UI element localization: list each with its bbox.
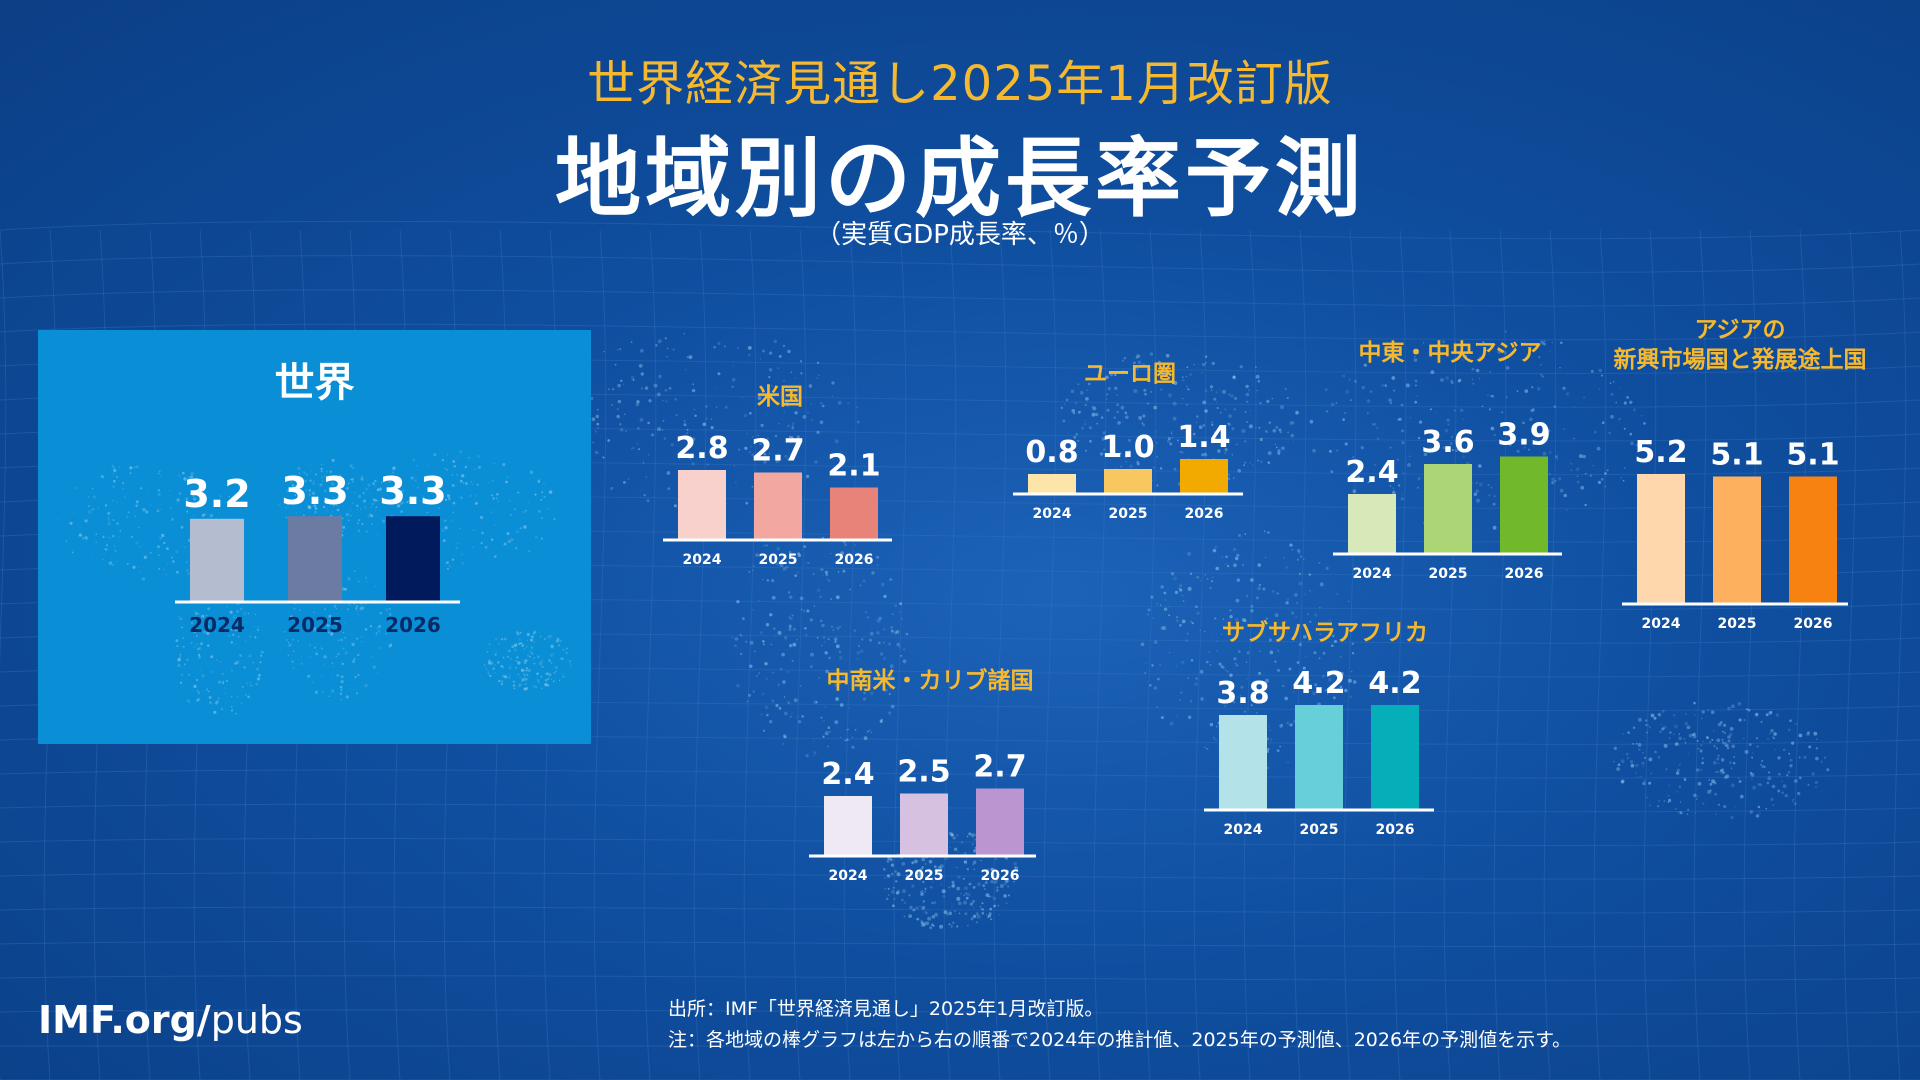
bar-asia-2024	[1637, 474, 1685, 604]
tick-label-us-2026: 2026	[835, 552, 874, 568]
data-label-us-2024: 2.8	[675, 431, 728, 466]
data-label-us-2026: 2.1	[827, 449, 880, 484]
data-label-world-2025: 3.3	[281, 469, 348, 513]
data-label-mecca-2024: 2.4	[1345, 455, 1398, 490]
footnote: 注：各地域の棒グラフは左から右の順番で2024年の推計値、2025年の予測値、2…	[668, 1029, 1572, 1051]
chart-title-ssa: サブサハラアフリカ	[1222, 619, 1428, 646]
chart-title-latam: 中南米・カリブ諸国	[827, 667, 1034, 694]
data-label-mecca-2025: 3.6	[1421, 425, 1474, 460]
chart-asia: アジアの新興市場国と発展途上国 5.2 2024 5.1 2025 5.1 2026	[1614, 317, 1867, 632]
chart-us: 米国 2.8 2024 2.7 2025 2.1 2026	[663, 384, 892, 568]
data-label-world-2024: 3.2	[183, 472, 250, 516]
tick-label-world-2026: 2026	[385, 613, 441, 637]
data-label-latam-2025: 2.5	[897, 755, 950, 790]
bar-mecca-2025	[1424, 464, 1472, 554]
chart-title-asia: アジアの新興市場国と発展途上国	[1614, 317, 1867, 373]
bar-mecca-2026	[1500, 456, 1548, 554]
bar-latam-2024	[824, 796, 872, 856]
data-label-us-2025: 2.7	[751, 434, 804, 469]
data-label-euro-2024: 0.8	[1025, 435, 1078, 470]
footer-notes: 出所：IMF「世界経済見通し」2025年1月改訂版。 注：各地域の棒グラフは左か…	[668, 994, 1571, 1056]
data-label-asia-2026: 5.1	[1786, 438, 1839, 473]
bar-us-2026	[830, 487, 878, 540]
bar-euro-2024	[1028, 474, 1076, 494]
header-supertitle: 世界経済見通し2025年1月改訂版	[587, 56, 1333, 112]
tick-label-world-2025: 2025	[287, 613, 343, 637]
data-label-world-2026: 3.3	[379, 469, 446, 513]
chart-title-us: 米国	[757, 384, 803, 410]
tick-label-ssa-2024: 2024	[1224, 822, 1263, 838]
source-note: 出所：IMF「世界経済見通し」2025年1月改訂版。	[668, 998, 1104, 1020]
tick-label-euro-2024: 2024	[1033, 506, 1072, 522]
data-label-ssa-2026: 4.2	[1368, 666, 1421, 701]
bar-ssa-2026	[1371, 705, 1419, 810]
tick-label-ssa-2026: 2026	[1376, 822, 1415, 838]
bar-euro-2025	[1104, 469, 1152, 494]
bar-us-2025	[754, 472, 802, 540]
brand-domain: IMF.org/	[38, 998, 211, 1042]
data-label-euro-2026: 1.4	[1177, 420, 1230, 455]
tick-label-latam-2025: 2025	[905, 868, 944, 884]
tick-label-euro-2025: 2025	[1109, 506, 1148, 522]
header-subtitle: （実質GDP成長率、％）	[815, 220, 1105, 250]
tick-label-us-2024: 2024	[683, 552, 722, 568]
chart-title-world: 世界	[274, 360, 355, 406]
tick-label-mecca-2025: 2025	[1429, 566, 1468, 582]
chart-ssa: サブサハラアフリカ 3.8 2024 4.2 2025 4.2 2026	[1204, 619, 1434, 838]
tick-label-euro-2026: 2026	[1185, 506, 1224, 522]
chart-mecca: 中東・中央アジア 2.4 2024 3.6 2025 3.9 2026	[1333, 340, 1562, 582]
data-label-ssa-2024: 3.8	[1216, 676, 1269, 711]
data-label-asia-2025: 5.1	[1710, 438, 1763, 473]
tick-label-asia-2025: 2025	[1718, 616, 1757, 632]
bar-world-2025	[288, 516, 342, 602]
tick-label-latam-2026: 2026	[981, 868, 1020, 884]
data-label-asia-2024: 5.2	[1634, 435, 1687, 470]
bar-world-2024	[190, 518, 244, 602]
tick-label-mecca-2024: 2024	[1353, 566, 1392, 582]
bar-asia-2026	[1789, 476, 1837, 604]
data-label-ssa-2025: 4.2	[1292, 666, 1345, 701]
tick-label-latam-2024: 2024	[829, 868, 868, 884]
tick-label-mecca-2026: 2026	[1505, 566, 1544, 582]
tick-label-us-2025: 2025	[759, 552, 798, 568]
chart-title-mecca: 中東・中央アジア	[1358, 340, 1541, 366]
tick-label-ssa-2025: 2025	[1300, 822, 1339, 838]
bar-euro-2026	[1180, 459, 1228, 494]
bar-world-2026	[386, 516, 440, 602]
data-label-latam-2026: 2.7	[973, 750, 1026, 785]
bar-mecca-2024	[1348, 494, 1396, 554]
chart-title-euro: ユーロ圏	[1084, 361, 1176, 387]
bar-latam-2025	[900, 793, 948, 856]
footer-brand: IMF.org/pubs	[38, 998, 303, 1042]
bar-asia-2025	[1713, 476, 1761, 604]
chart-world: 3.2 2024 3.3 2025 3.3 2026	[175, 469, 460, 637]
bar-latam-2026	[976, 788, 1024, 856]
page-title: 地域別の成長率予測	[555, 129, 1365, 229]
data-label-latam-2024: 2.4	[821, 757, 874, 792]
data-label-euro-2025: 1.0	[1101, 430, 1154, 465]
bar-ssa-2025	[1295, 705, 1343, 810]
brand-path: pubs	[210, 998, 303, 1042]
tick-label-asia-2026: 2026	[1794, 616, 1833, 632]
chart-latam: 中南米・カリブ諸国 2.4 2024 2.5 2025 2.7 2026	[809, 667, 1036, 884]
tick-label-asia-2024: 2024	[1642, 616, 1681, 632]
data-label-mecca-2026: 3.9	[1497, 418, 1550, 453]
bar-ssa-2024	[1219, 715, 1267, 810]
tick-label-world-2024: 2024	[189, 613, 245, 637]
chart-euro: ユーロ圏 0.8 2024 1.0 2025 1.4 2026	[1013, 361, 1243, 522]
bar-us-2024	[678, 470, 726, 540]
